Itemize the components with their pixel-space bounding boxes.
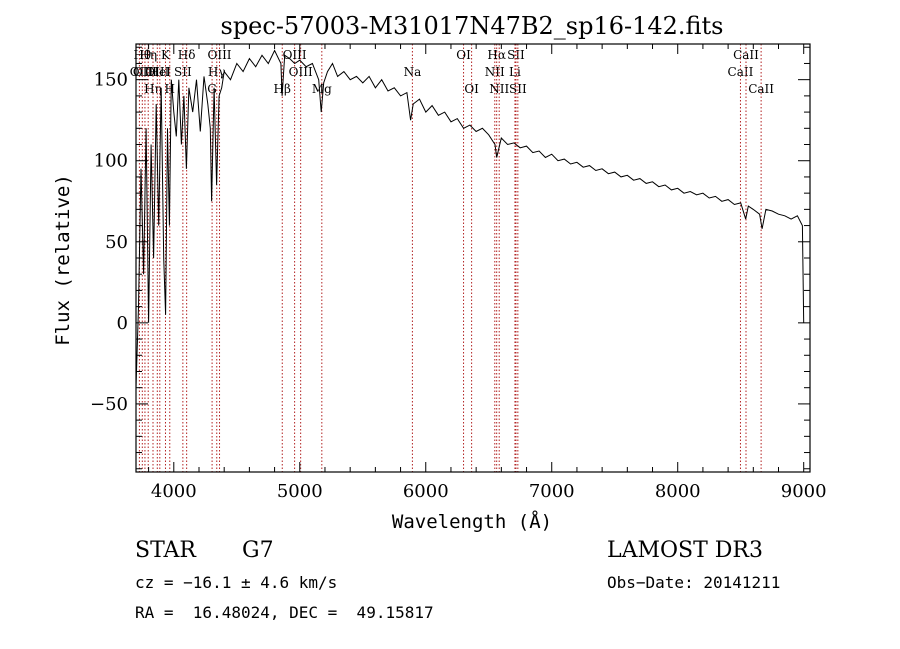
line-marker-label-3: Hη (139, 48, 157, 62)
survey-name: LAMOST DR3 (607, 538, 763, 563)
x-tick-label-8000: 8000 (655, 481, 701, 502)
y-tick-label-150: 150 (94, 70, 128, 91)
line-marker-label-22: Hα (487, 48, 506, 62)
line-marker-label-2: OIII (133, 65, 157, 79)
line-marker-label-5: OIII (145, 65, 169, 79)
y-tick-labels: −50 0 50 100 150 (90, 70, 128, 415)
line-marker-label-4: Hη (144, 82, 162, 96)
line-marker-label-1: Hθ (133, 48, 151, 62)
line-marker-label-17: Mg (312, 82, 332, 96)
line-marker-label-7: K (161, 48, 171, 62)
series-line-flux (135, 49, 805, 388)
sky-coordinates: RA = 16.48024, DEC = 49.15817 (135, 603, 434, 622)
line-marker-label-11: G (207, 82, 217, 96)
x-tick-label-6000: 6000 (403, 481, 449, 502)
chart-title: spec-57003-M31017N47B2_sp16-142.fits (221, 12, 724, 40)
line-marker-label-6: HeI (149, 65, 172, 79)
y-axis-label: Flux (relative) (52, 174, 74, 346)
line-marker-label-27: CaII (728, 65, 754, 79)
line-marker-label-23: NII (489, 82, 509, 96)
line-marker-label-26: SII (509, 82, 527, 96)
line-marker-label-8: H (165, 82, 175, 96)
line-marker-label-10: Hδ (178, 48, 196, 62)
object-class: STAR (135, 538, 196, 563)
x-tick-label-9000: 9000 (781, 481, 827, 502)
line-marker-label-21: NII (485, 65, 505, 79)
x-tick-label-7000: 7000 (529, 481, 575, 502)
line-marker-label-18: Na (404, 65, 422, 79)
axis-ticks (136, 44, 810, 472)
x-axis-label: Wavelength (Å) (392, 510, 552, 533)
x-tick-labels: 4000 5000 6000 7000 8000 9000 (151, 481, 827, 502)
line-marker-label-9: SII (174, 65, 192, 79)
line-marker-label-13: OIII (207, 48, 231, 62)
x-tick-label-5000: 5000 (277, 481, 323, 502)
line-marker-label-16: OIII (289, 65, 313, 79)
line-marker-label-25: SII (507, 48, 525, 62)
spectral-line-markers: OIIHθOIIIHηHηOIIIHeIKHSIIHδGHγOIIIHβOIII… (130, 44, 774, 472)
plot-frame (135, 43, 811, 473)
line-marker-label-28: CaII (733, 48, 759, 62)
redshift-velocity: cz = −16.1 ± 4.6 km/s (135, 573, 338, 592)
line-marker-label-0: OII (130, 65, 150, 79)
observation-date: Obs−Date: 20141211 (607, 573, 781, 592)
line-marker-label-15: OIII (283, 48, 307, 62)
line-marker-label-29: CaII (748, 82, 774, 96)
x-tick-label-4000: 4000 (151, 481, 197, 502)
y-tick-label-100: 100 (94, 151, 128, 172)
line-marker-label-20: OI (464, 82, 479, 96)
object-subclass: G7 (242, 538, 274, 563)
y-tick-label-0: 0 (117, 313, 128, 334)
line-marker-label-24: Li (509, 65, 521, 79)
line-marker-label-19: OI (456, 48, 471, 62)
y-tick-label-50: 50 (105, 232, 128, 253)
line-marker-label-12: Hγ (208, 65, 226, 79)
spectrum-series (135, 49, 805, 388)
y-tick-label--50: −50 (90, 394, 128, 415)
